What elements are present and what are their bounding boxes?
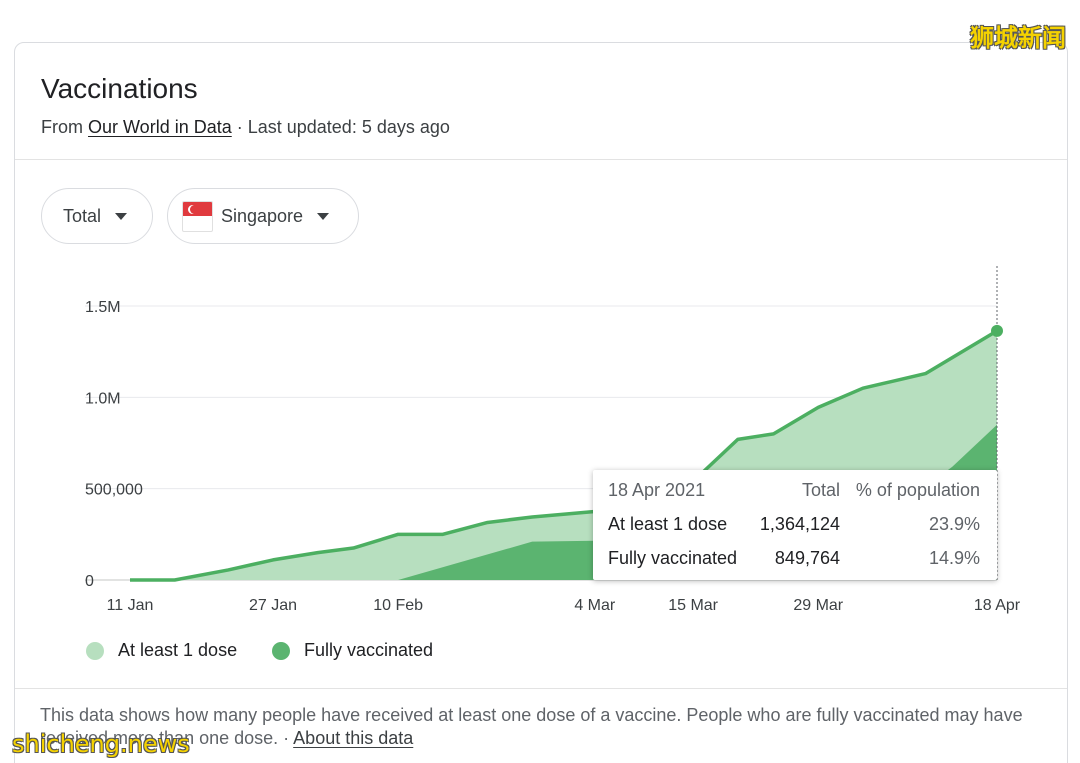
hover-point <box>991 324 1003 337</box>
y-tick-label: 500,000 <box>85 482 143 499</box>
tooltip-row-label: At least 1 dose <box>608 514 728 534</box>
legend-label: Fully vaccinated <box>304 640 434 660</box>
singapore-flag-icon <box>182 200 213 232</box>
y-tick-label: 0 <box>85 573 94 590</box>
legend-item-fully-vaccinated[interactable]: Fully vaccinated <box>272 640 433 661</box>
x-tick-label: 15 Mar <box>668 597 718 614</box>
tooltip-col-total: Total <box>801 480 840 500</box>
legend-item-at-least-1-dose[interactable]: At least 1 dose <box>86 640 237 661</box>
card-subtitle: From Our World in Data · Last updated: 5… <box>41 117 450 138</box>
chart-tooltip: 18 Apr 2021 Total % of population At lea… <box>593 470 997 580</box>
caret-down-icon <box>115 212 128 220</box>
watermark-en: shicheng.news <box>12 730 190 758</box>
data-description: This data shows how many people have rec… <box>40 704 1050 750</box>
x-tick-label: 10 Feb <box>373 597 423 614</box>
footer-divider <box>15 688 1067 689</box>
tooltip-row-pct: 23.9% <box>928 514 980 534</box>
legend-label: At least 1 dose <box>118 640 238 660</box>
legend-dot-icon <box>272 641 290 660</box>
last-updated: · Last updated: 5 days ago <box>231 117 450 137</box>
header-divider <box>15 159 1067 160</box>
metric-dropdown-label: Total <box>63 205 102 226</box>
separator: · <box>278 728 294 748</box>
tooltip-date: 18 Apr 2021 <box>608 480 706 500</box>
source-prefix: From <box>41 117 83 137</box>
metric-dropdown[interactable]: Total <box>41 188 153 244</box>
tooltip-row-total: 849,764 <box>774 548 840 568</box>
country-dropdown-label: Singapore <box>221 205 304 226</box>
watermark-cn: 狮城新闻 <box>970 24 1066 52</box>
tooltip-row-pct: 14.9% <box>928 548 980 568</box>
legend-dot-icon <box>86 641 104 660</box>
caret-down-icon <box>317 212 330 220</box>
tooltip-row-label: Fully vaccinated <box>608 548 738 568</box>
country-dropdown[interactable]: Singapore <box>167 188 359 244</box>
about-data-link[interactable]: About this data <box>293 728 414 748</box>
tooltip-col-pct: % of population <box>855 480 980 500</box>
source-link[interactable]: Our World in Data <box>88 117 232 137</box>
card-title: Vaccinations <box>41 73 198 104</box>
x-tick-label: 29 Mar <box>793 597 843 614</box>
y-tick-label: 1.0M <box>85 390 121 407</box>
x-tick-label: 4 Mar <box>574 597 616 614</box>
x-tick-label: 11 Jan <box>107 597 154 614</box>
tooltip-row-total: 1,364,124 <box>759 514 840 534</box>
y-tick-label: 1.5M <box>85 299 121 316</box>
at-least-1-dose-line <box>130 329 998 582</box>
description-text: This data shows how many people have rec… <box>40 705 1023 748</box>
x-tick-label: 27 Jan <box>249 597 297 614</box>
x-tick-label: 18 Apr <box>974 597 1021 614</box>
